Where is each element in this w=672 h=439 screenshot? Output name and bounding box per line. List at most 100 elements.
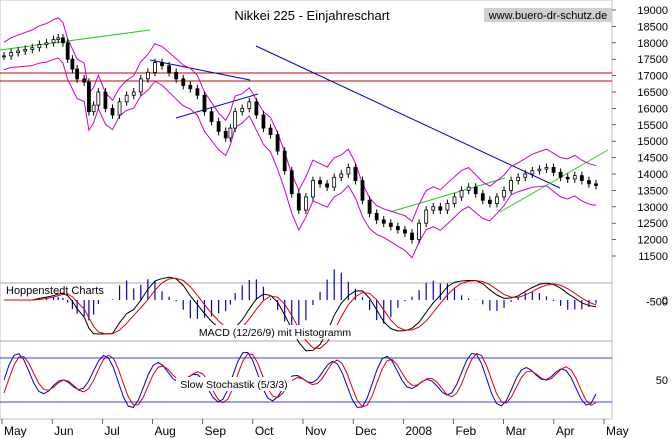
price-tick-label: 19000	[637, 5, 668, 17]
price-bar-body	[502, 189, 506, 198]
price-bar-body	[228, 127, 233, 139]
month-tick-label: Aug	[155, 424, 176, 438]
watermark-backdrop	[484, 8, 612, 22]
price-bar-body	[110, 108, 115, 116]
price-bar-body	[395, 226, 400, 231]
price-bar-body	[473, 186, 478, 195]
price-bar-body	[202, 94, 207, 113]
price-tick-label: 12500	[637, 218, 668, 230]
price-bar-body	[339, 173, 344, 178]
price-bar-body	[240, 108, 245, 113]
price-bar-body	[346, 167, 351, 175]
price-bar-body	[160, 62, 164, 67]
price-tick-label: 13500	[637, 185, 668, 197]
source-label: Hoppenstedt Charts	[6, 285, 104, 297]
price-bar-body	[388, 222, 393, 227]
price-bar-body	[254, 101, 259, 116]
price-axis: 11500 12000 12500 13000 13500 14000 14500 15000…	[612, 5, 668, 263]
price-tick-label: 16500	[637, 87, 668, 99]
price-bar-body	[223, 130, 228, 139]
price-bar-body	[381, 219, 386, 224]
price-bar-body	[537, 168, 542, 172]
price-bar-body	[23, 48, 28, 52]
price-bar-body	[516, 176, 521, 181]
macd-label-backdrop	[198, 325, 352, 339]
price-bar-body	[417, 222, 422, 240]
price-bar-body	[91, 104, 96, 113]
stochastic-axis: 50	[656, 375, 668, 387]
month-tick-label: Jun	[54, 424, 73, 438]
bollinger-upper-band	[3, 17, 597, 223]
price-bar-body	[296, 193, 301, 211]
price-bar-body	[2, 55, 6, 58]
price-bar-body	[247, 101, 252, 109]
bollinger-lower-band	[3, 57, 597, 259]
price-bar-body	[530, 170, 535, 175]
price-tick-label: 11500	[638, 251, 668, 263]
macd-axis: 0-500	[646, 295, 668, 308]
price-tick-label: 17000	[637, 71, 668, 83]
price-bar-body	[289, 170, 294, 195]
price-bar-body	[261, 114, 266, 129]
price-tick-label: 12000	[637, 235, 668, 247]
stochastic-label-backdrop	[176, 377, 292, 391]
price-bar-body	[480, 193, 485, 201]
price-bar-body	[523, 173, 528, 178]
month-tick-label: Feb	[456, 424, 477, 438]
price-bar-body	[303, 196, 308, 211]
price-tick-label: 18000	[637, 38, 668, 50]
price-bar-body	[188, 85, 193, 90]
trend-line-blue-sep	[175, 93, 259, 119]
price-bar-body	[96, 91, 101, 106]
price-bar-body	[75, 68, 80, 80]
price-bar-body	[452, 196, 457, 204]
price-tick-label: 17500	[637, 54, 668, 66]
price-tick-label: 15000	[637, 136, 668, 148]
price-bar-body	[209, 111, 214, 122]
price-bar-body	[195, 88, 200, 96]
price-bar-body	[353, 167, 358, 181]
price-bar-body	[544, 167, 549, 170]
price-bar-body	[174, 71, 179, 80]
price-bar-body	[374, 212, 379, 221]
month-tick-label: Jul	[104, 424, 119, 438]
stochastic-label: Slow Stochastik (5/3/3)	[180, 379, 287, 391]
month-tick-label: Sep	[205, 424, 227, 438]
price-bar-body	[16, 50, 21, 54]
price-bar-body	[332, 176, 337, 188]
stochastic-d-line	[3, 352, 597, 408]
month-tick-label: May	[606, 424, 629, 438]
price-tick-label: 14500	[637, 153, 668, 165]
price-bar-body	[438, 206, 443, 211]
price-bar-body	[410, 232, 414, 240]
trend-line-blue-long	[255, 45, 561, 189]
price-bar-body	[311, 180, 315, 198]
price-bar-body	[9, 52, 13, 57]
price-bar-body	[587, 180, 591, 185]
price-bars	[2, 33, 598, 244]
time-axis: May Jun Jul Aug Sep Oct Nov Dec 2008 Feb Mar Apr May	[1, 419, 629, 438]
price-bar-body	[466, 186, 471, 191]
price-bar-body	[30, 47, 35, 50]
price-bar-body	[124, 94, 129, 103]
price-bar-body	[360, 180, 365, 201]
price-bar-body	[579, 175, 584, 181]
price-bar-body	[268, 127, 273, 136]
bollinger-bands	[3, 17, 597, 259]
price-tick-label: 15500	[637, 120, 668, 132]
price-bar-body	[167, 65, 171, 73]
price-bar-body	[558, 171, 563, 178]
price-bar-body	[56, 37, 61, 40]
price-bar-body	[103, 91, 108, 109]
stochastic-k-line	[3, 351, 597, 408]
price-bar-body	[551, 167, 556, 173]
price-bar-body	[61, 37, 65, 44]
price-bar-body	[131, 91, 136, 96]
price-bar-body	[572, 175, 577, 180]
price-bar-body	[44, 42, 49, 45]
macd-signal-line	[4, 277, 597, 350]
month-tick-label: Apr	[556, 424, 575, 438]
month-tick-label: Nov	[305, 424, 326, 438]
price-bar-body	[275, 134, 280, 152]
